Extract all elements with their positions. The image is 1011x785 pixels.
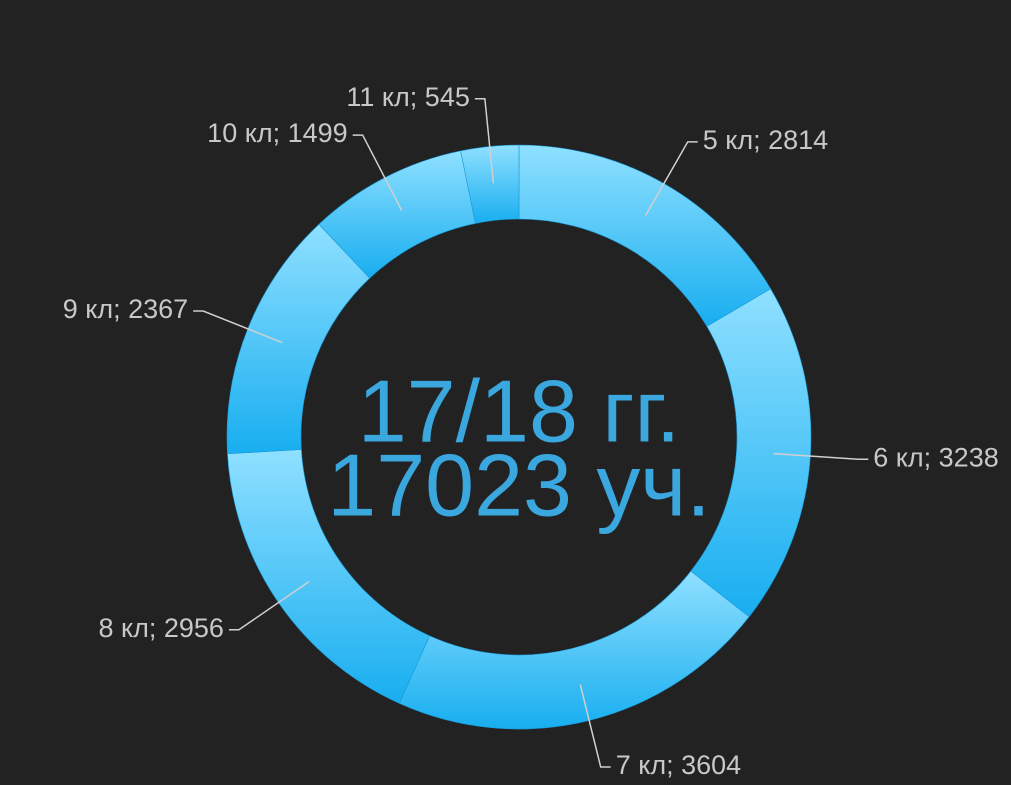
leader-line (193, 310, 283, 344)
labels: 5 кл; 2814 6 кл; 3238 7 кл; 3604 8 кл; 2956… (63, 82, 999, 780)
leader-line (773, 452, 869, 460)
slices (226, 144, 812, 730)
data-label: 10 кл; 1499 (207, 118, 347, 148)
center-line-2: 17023 уч. (327, 435, 710, 534)
data-label: 6 кл; 3238 (873, 442, 998, 472)
leader-line (352, 134, 403, 211)
center-line-1: 17/18 гг. (358, 361, 681, 460)
leader-line (644, 141, 698, 216)
data-label: 5 кл; 2814 (703, 125, 828, 155)
slice (460, 144, 520, 224)
data-label: 7 кл; 3604 (616, 750, 741, 780)
data-label: 9 кл; 2367 (63, 294, 188, 324)
leader-line (474, 97, 495, 184)
slice (398, 570, 750, 730)
leader-line (579, 684, 611, 768)
leader-line (228, 580, 310, 631)
data-label: 8 кл; 2956 (98, 613, 223, 643)
data-label: 11 кл; 545 (346, 82, 469, 112)
